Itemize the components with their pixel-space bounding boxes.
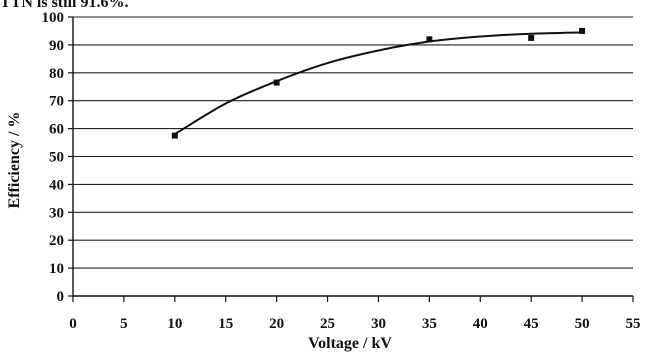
x-tick-label-20: 20 xyxy=(269,316,284,332)
series-layer xyxy=(171,27,586,139)
y-tick-label-60: 60 xyxy=(49,122,64,138)
series-0-point-0 xyxy=(171,132,178,139)
axis-layer xyxy=(68,16,634,302)
series-0-point-2 xyxy=(426,36,433,43)
x-tick-label-10: 10 xyxy=(167,316,182,332)
y-axis-title: Efficiency / % xyxy=(6,112,23,209)
caption-text: TTN is still 91.6%. xyxy=(0,0,129,11)
y-tick-label-10: 10 xyxy=(49,261,64,277)
x-tick-label-40: 40 xyxy=(473,316,488,332)
x-tick-label-15: 15 xyxy=(218,316,233,332)
y-tick-label-50: 50 xyxy=(49,150,64,166)
tick-label-layer: 0 10 20 30 40 50 60 70 80 90 100 0 5 10 15 20 25 30 35 40 45… xyxy=(42,10,641,332)
series-0-point-1 xyxy=(273,79,280,86)
grid-layer xyxy=(73,16,633,269)
x-tick-label-5: 5 xyxy=(120,316,128,332)
y-tick-label-0: 0 xyxy=(57,289,65,305)
y-tick-label-80: 80 xyxy=(49,66,64,82)
x-tick-label-50: 50 xyxy=(575,316,590,332)
y-tick-label-40: 40 xyxy=(49,177,64,193)
series-0-trend-line xyxy=(174,31,583,136)
x-axis-title: Voltage / kV xyxy=(308,335,392,352)
y-tick-label-70: 70 xyxy=(49,94,64,110)
y-tick-label-30: 30 xyxy=(49,205,64,221)
x-tick-label-35: 35 xyxy=(422,316,437,332)
x-tick-label-55: 55 xyxy=(626,316,641,332)
series-0-point-3 xyxy=(528,34,535,41)
y-tick-label-20: 20 xyxy=(49,233,64,249)
series-0-point-4 xyxy=(579,27,586,34)
y-tick-label-100: 100 xyxy=(42,10,65,26)
x-tick-label-0: 0 xyxy=(69,316,77,332)
y-tick-label-90: 90 xyxy=(49,38,64,54)
x-tick-label-25: 25 xyxy=(320,316,335,332)
x-tick-label-45: 45 xyxy=(524,316,539,332)
x-tick-label-30: 30 xyxy=(371,316,386,332)
